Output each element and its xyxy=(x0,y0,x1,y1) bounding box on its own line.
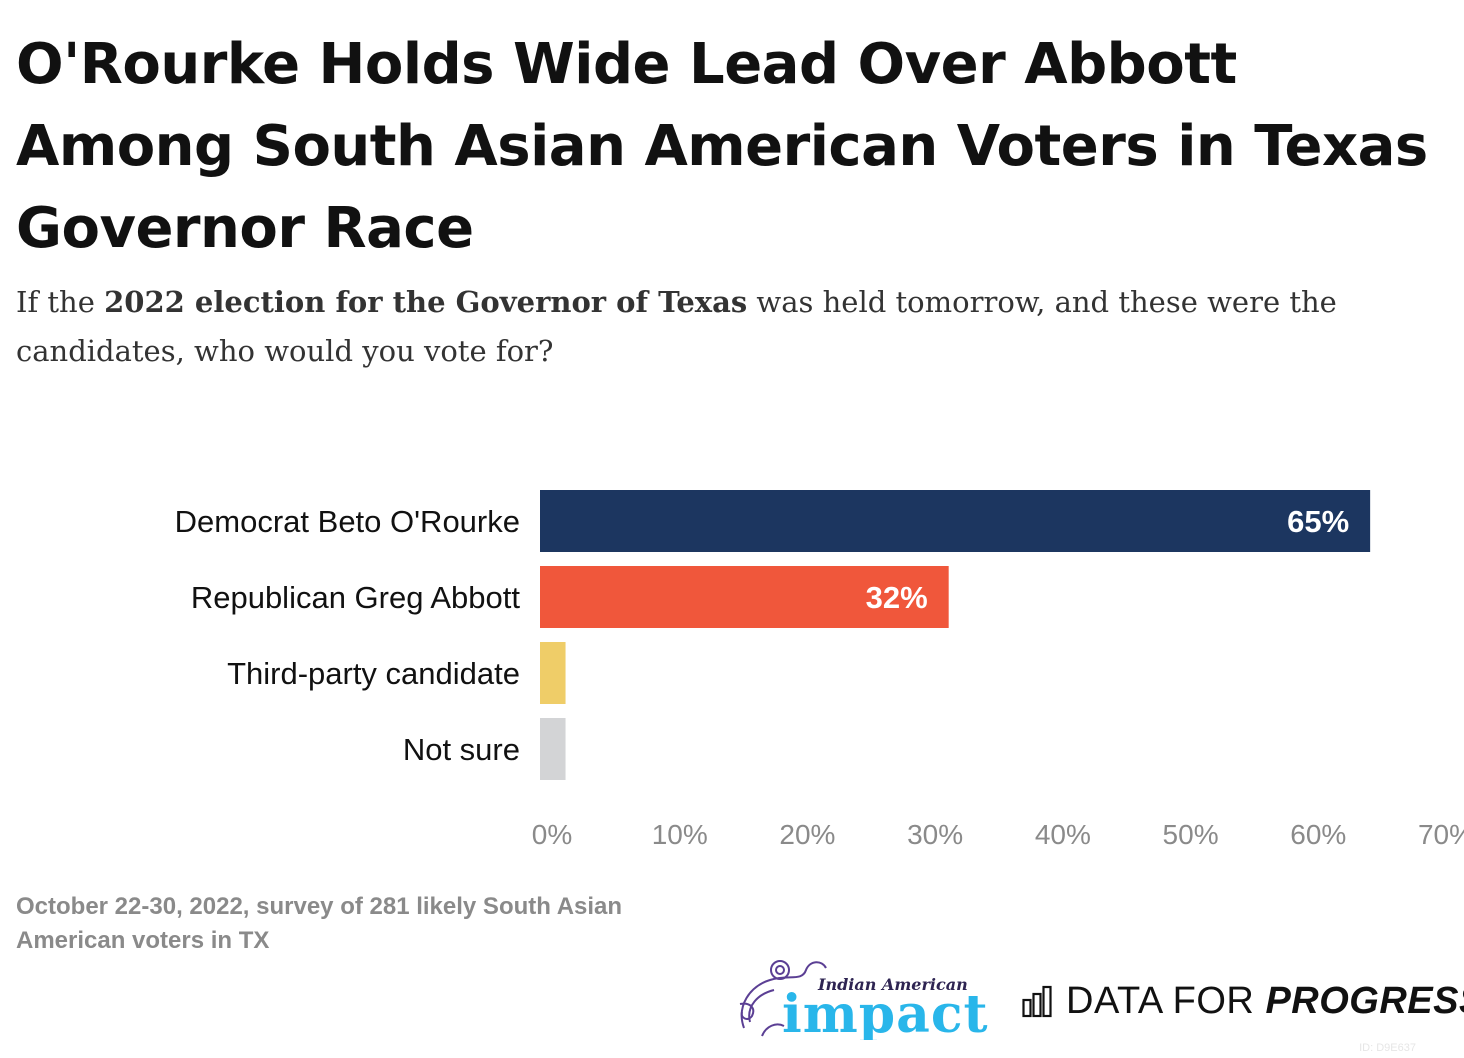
x-tick-label: 10% xyxy=(652,819,708,850)
data-for-progress-logo: DATA FOR PROGRESS xyxy=(1022,978,1464,1024)
bar-chart: Democrat Beto O'Rourke 65% Republican Greg… xyxy=(175,490,1464,850)
bar xyxy=(540,490,1371,552)
bar xyxy=(540,718,566,780)
indian-american-impact-logo: Indian American impact xyxy=(739,960,989,1040)
chart-subtitle: If the 2022 election for the Governor of… xyxy=(16,278,1436,376)
subtitle-emphasis: 2022 election for the Governor of Texas xyxy=(104,285,748,319)
data-label: 65% xyxy=(1287,504,1349,539)
bar-chart-icon xyxy=(1022,985,1052,1018)
x-tick-label: 40% xyxy=(1035,819,1091,850)
x-tick-label: 70% xyxy=(1418,819,1464,850)
x-tick-label: 50% xyxy=(1163,819,1219,850)
chart-title: O'Rourke Holds Wide Lead Over Abbott Amo… xyxy=(16,32,1428,261)
bar xyxy=(540,642,566,704)
x-tick-label: 0% xyxy=(532,819,572,850)
subtitle-prefix: If the xyxy=(16,285,105,319)
dfp-regular: DATA FOR xyxy=(1066,979,1266,1022)
subtitle-suffix: was held tomorrow, and these were the ca… xyxy=(16,285,1337,368)
category-label: Republican Greg Abbott xyxy=(191,580,521,615)
dfp-bold: PROGRESS xyxy=(1265,979,1464,1022)
dfp-wordmark: DATA FOR PROGRESS xyxy=(1066,980,1464,1023)
logo-small-text: Indian American xyxy=(817,975,968,994)
survey-note: October 22-30, 2022, survey of 281 likel… xyxy=(16,893,623,954)
x-tick-label: 60% xyxy=(1290,819,1346,850)
category-label: Democrat Beto O'Rourke xyxy=(175,504,520,539)
logo-big-text: impact xyxy=(782,984,989,1040)
bar xyxy=(540,566,949,628)
x-tick-label: 20% xyxy=(779,819,835,850)
category-label: Third-party candidate xyxy=(227,656,520,691)
data-label: 32% xyxy=(866,580,928,615)
paisley-ornament-icon xyxy=(739,960,827,1037)
x-tick-label: 30% xyxy=(907,819,963,850)
chart-id: ID: D9E637 xyxy=(1359,1042,1416,1054)
category-label: Not sure xyxy=(403,732,520,767)
